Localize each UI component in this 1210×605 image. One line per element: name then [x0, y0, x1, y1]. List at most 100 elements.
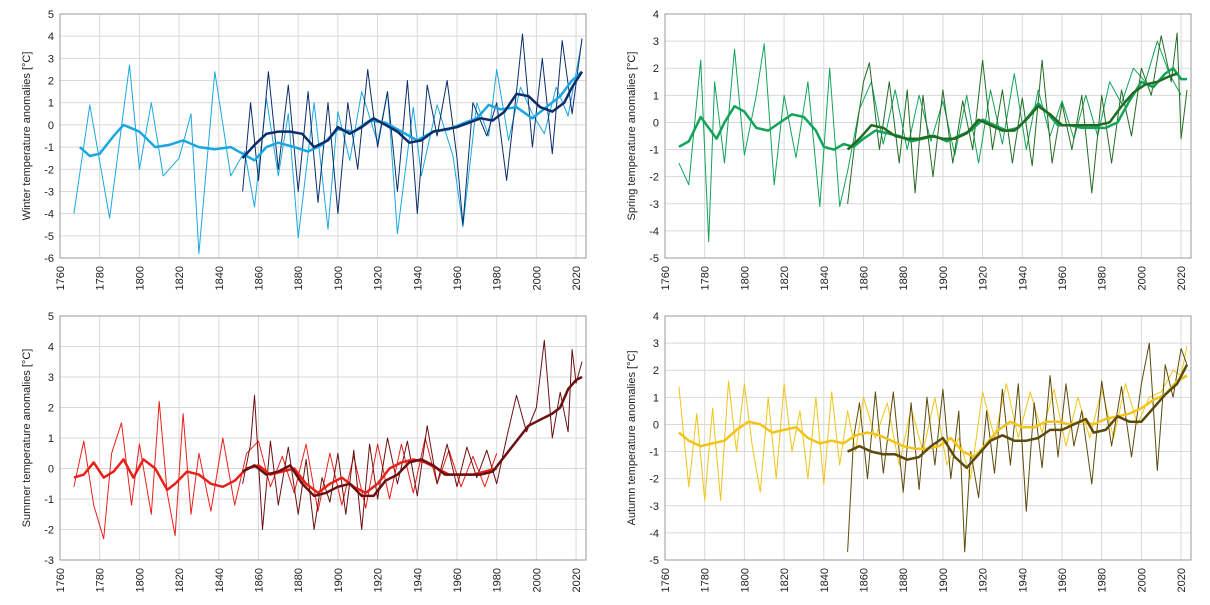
x-tick-label: 1780: [95, 568, 107, 592]
autumn-chart-panel: -5 -4 -3 -2 -1 0 1 2 3 4 1760 1780 1800 1820 1840 1860 1…: [605, 302, 1210, 604]
x-tick-label: 2000: [531, 568, 543, 592]
spring-chart: -5 -4 -3 -2 -1 0 1 2 3 4 1760 1780 1800 1820 1840 1860 1…: [626, 9, 1192, 290]
y-tick-label: 2: [653, 365, 659, 377]
x-tick-label: 1780: [700, 568, 712, 592]
x-tick-label: 1860: [858, 568, 870, 592]
plot-frame: [59, 13, 587, 259]
y-tick-label: 1: [653, 392, 659, 404]
autumn-chart: -5 -4 -3 -2 -1 0 1 2 3 4 1760 1780 1800 1820 1840 1860 1…: [626, 311, 1192, 592]
y-tick-label: -1: [44, 142, 54, 154]
x-tick-label: 1800: [134, 568, 146, 592]
x-tick-label: 1900: [333, 266, 345, 290]
x-tick-label: 1960: [1057, 266, 1069, 290]
x-tick-label: 1900: [938, 266, 950, 290]
x-tick-label: 1800: [739, 568, 751, 592]
y-axis-label: Autumn temperature anomalies [°C]: [626, 351, 638, 526]
x-tick-label: 1820: [779, 266, 791, 290]
y-tick-label: 0: [653, 117, 659, 129]
x-tick-label: 1960: [452, 568, 464, 592]
x-tick-label: 1920: [978, 568, 990, 592]
x-tick-label: 1920: [978, 266, 990, 290]
y-tick-label: -3: [649, 199, 659, 211]
x-tick-label: 1840: [214, 568, 226, 592]
x-tick-label: 1860: [253, 266, 265, 290]
y-tick-label: -5: [44, 231, 54, 243]
x-tick-label: 1900: [333, 568, 345, 592]
y-tick-label: 4: [48, 342, 54, 354]
x-tick-label: 1940: [1017, 266, 1029, 290]
y-tick-label: -5: [649, 253, 659, 265]
x-tick-label: 2020: [571, 568, 583, 592]
x-tick-label: 1940: [412, 266, 424, 290]
series-line-dark-smooth: [846, 72, 1178, 151]
x-tick-label: 2000: [1136, 568, 1148, 592]
y-tick-label: 3: [48, 53, 54, 65]
y-tick-label: -3: [649, 501, 659, 513]
x-tick-label: 1820: [174, 568, 186, 592]
series-line-dark-annual: [242, 339, 583, 530]
y-tick-label: -1: [44, 494, 54, 506]
series-line-dark-smooth: [242, 375, 583, 498]
y-tick-label: 1: [48, 433, 54, 445]
x-tick-label: 1800: [134, 266, 146, 290]
x-tick-label: 1760: [660, 266, 672, 290]
x-tick-label: 1940: [412, 568, 424, 592]
series-line-dark-annual: [242, 33, 583, 226]
x-tick-label: 1820: [174, 266, 186, 290]
y-tick-label: -3: [44, 555, 54, 567]
y-tick-label: 0: [48, 464, 54, 476]
x-tick-label: 1880: [293, 568, 305, 592]
y-tick-label: 1: [653, 90, 659, 102]
winter-chart-panel: -6 -5 -4 -3 -2 -1 0 1 2 3 4 5 1760 1780 1800 1820 1840 18…: [0, 0, 605, 302]
y-tick-label: 0: [48, 120, 54, 132]
x-tick-label: 1760: [660, 568, 672, 592]
x-tick-label: 1800: [739, 266, 751, 290]
spring-chart-panel: -5 -4 -3 -2 -1 0 1 2 3 4 1760 1780 1800 1820 1840 1860 1…: [605, 0, 1210, 302]
x-tick-label: 1880: [898, 568, 910, 592]
series-line-light-smooth: [78, 70, 583, 162]
x-tick-label: 1840: [214, 266, 226, 290]
x-tick-label: 1760: [55, 266, 67, 290]
x-tick-label: 1900: [938, 568, 950, 592]
y-tick-label: 5: [48, 311, 54, 323]
y-tick-label: -2: [649, 474, 659, 486]
plot-frame: [664, 315, 1192, 561]
x-tick-label: 2000: [1136, 266, 1148, 290]
x-tick-label: 1840: [819, 568, 831, 592]
x-tick-label: 2020: [571, 266, 583, 290]
y-tick-label: -1: [649, 145, 659, 157]
x-tick-label: 1820: [779, 568, 791, 592]
x-tick-label: 1880: [898, 266, 910, 290]
x-tick-label: 1860: [253, 568, 265, 592]
y-tick-label: 2: [48, 403, 54, 415]
x-tick-label: 1940: [1017, 568, 1029, 592]
series-line-light-annual: [73, 40, 583, 255]
y-tick-label: 4: [653, 9, 659, 21]
series-line-dark-smooth: [847, 364, 1189, 470]
x-tick-label: 1980: [1097, 568, 1109, 592]
series-line-dark-annual: [847, 32, 1188, 204]
y-axis-label: Spring temperature anomalies [°C]: [626, 52, 638, 221]
x-tick-label: 1840: [819, 266, 831, 290]
y-tick-label: 4: [653, 311, 659, 323]
x-tick-label: 2020: [1176, 568, 1188, 592]
summer-chart: -3 -2 -1 0 1 2 3 4 5 1760 1780 1800 1820 1840 1860 1880…: [21, 311, 587, 592]
winter-chart: -6 -5 -4 -3 -2 -1 0 1 2 3 4 5 1760 1780 1800 1820 1840 18…: [21, 9, 587, 290]
y-tick-label: 1: [48, 98, 54, 110]
x-tick-label: 2020: [1176, 266, 1188, 290]
y-tick-label: 0: [653, 419, 659, 431]
y-tick-label: 2: [48, 76, 54, 88]
y-tick-label: 4: [48, 31, 54, 43]
y-tick-label: -4: [649, 528, 659, 540]
y-tick-label: -1: [649, 447, 659, 459]
y-tick-label: 3: [653, 36, 659, 48]
y-tick-label: 3: [48, 372, 54, 384]
x-tick-label: 1860: [858, 266, 870, 290]
y-tick-label: -2: [649, 172, 659, 184]
x-tick-label: 1760: [55, 568, 67, 592]
x-tick-label: 1780: [95, 266, 107, 290]
series-line-dark-smooth: [241, 71, 584, 160]
x-tick-label: 1980: [492, 266, 504, 290]
y-axis-label: Winter temperature anomalies [°C]: [21, 52, 33, 221]
y-tick-label: -3: [44, 186, 54, 198]
